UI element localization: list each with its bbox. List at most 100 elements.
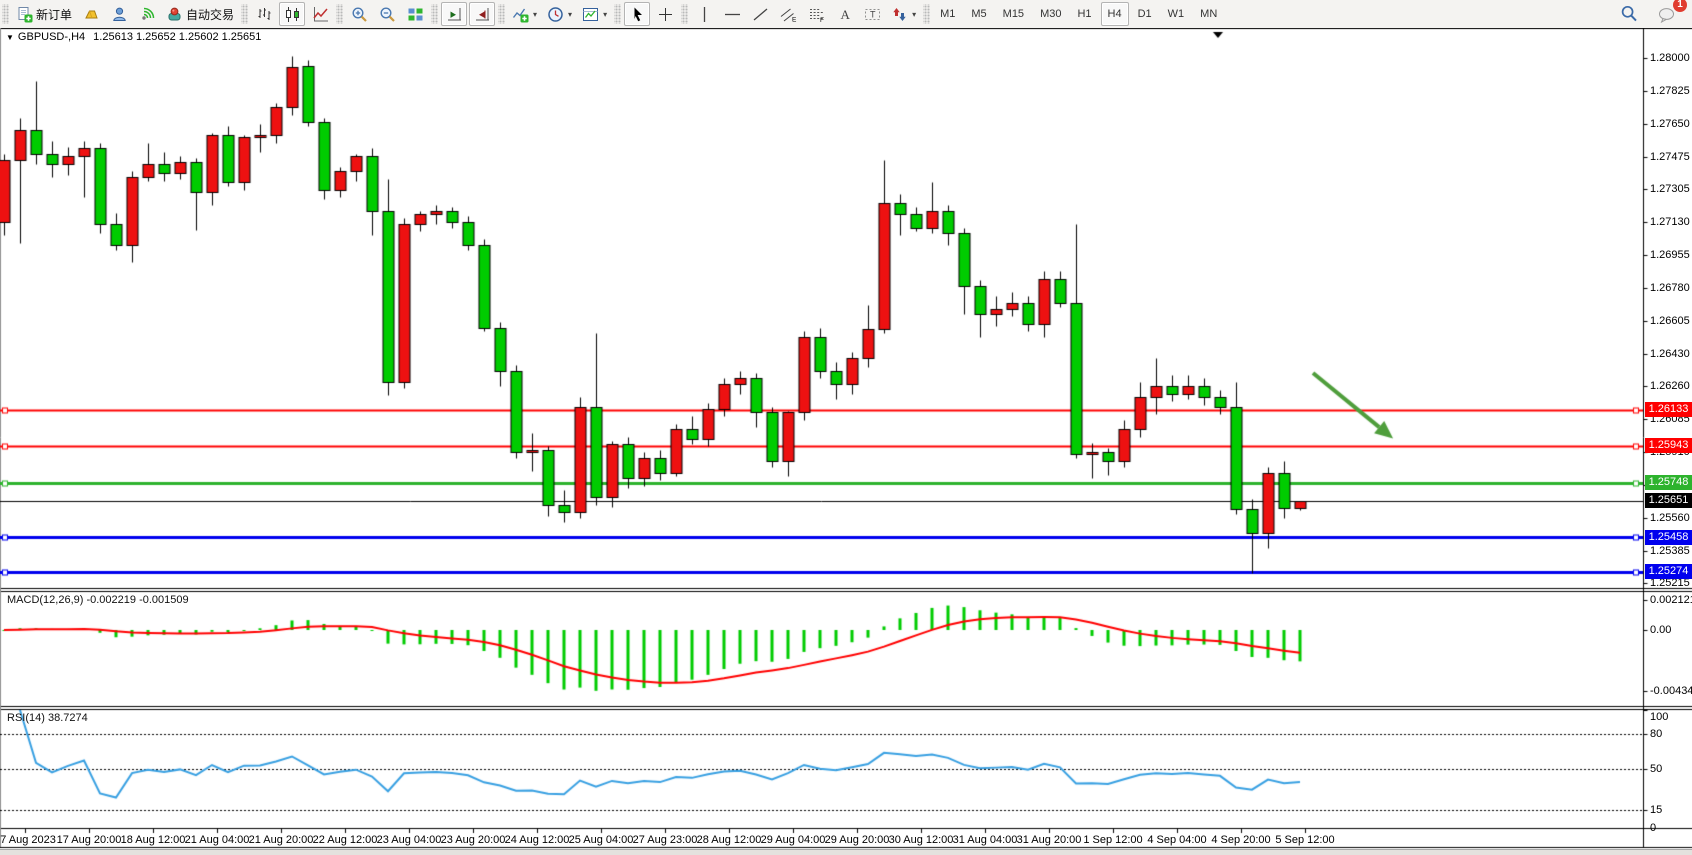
scroll-end-icon — [446, 6, 463, 23]
chevron-down-icon: ▾ — [603, 9, 608, 19]
macd-tick-label: -0.004348 — [1650, 684, 1692, 697]
price-tick-label: 1.25215 — [1650, 577, 1690, 589]
price-level-tag: 1.25458 — [1645, 529, 1692, 545]
zoom-in-icon — [351, 6, 368, 23]
timeframe-label: H4 — [1107, 8, 1122, 20]
market-depth-button[interactable] — [78, 2, 104, 26]
candlestick-chart-button[interactable] — [279, 2, 306, 26]
templates-button[interactable]: ▾ — [578, 2, 611, 26]
label-icon: T — [864, 6, 881, 23]
price-tick-label: 1.27130 — [1650, 216, 1690, 228]
crosshair-icon — [657, 6, 674, 23]
toolbar-group-grip — [336, 4, 344, 24]
channel-icon: E — [780, 6, 797, 23]
timeframe-h1-button[interactable]: H1 — [1070, 2, 1098, 26]
new-order-icon — [16, 6, 33, 23]
price-tick-label: 1.26430 — [1650, 347, 1690, 360]
search-button[interactable] — [1615, 2, 1643, 26]
time-axis-label: 31 Aug 04:00 — [952, 834, 1018, 846]
chart-title: ▼ GBPUSD-,H4 1.25613 1.25652 1.25602 1.256… — [6, 31, 261, 43]
fibo-icon: F — [808, 6, 825, 23]
rsi-indicator-label: RSI(14) 38.7274 — [7, 712, 88, 724]
notification-badge: 1 — [1673, 0, 1687, 12]
chart-window[interactable]: ▼ GBPUSD-,H4 1.25613 1.25652 1.25602 1.256… — [0, 28, 1692, 855]
line-chart-button[interactable] — [307, 2, 333, 26]
timeframe-label: M1 — [940, 8, 956, 20]
arrows-button[interactable]: ▾ — [887, 2, 920, 26]
chevron-down-icon: ▾ — [912, 9, 917, 19]
toolbar-group-grip — [923, 4, 931, 24]
symbol-period-label: GBPUSD-,H4 — [17, 31, 86, 43]
vertical-line-button[interactable] — [691, 2, 717, 26]
cursor-button[interactable] — [624, 2, 651, 26]
rsi-tick-label: 80 — [1650, 727, 1663, 740]
fibonacci-button[interactable]: F — [803, 2, 829, 26]
timeframe-label: D1 — [1137, 8, 1152, 20]
periods-button[interactable]: ▾ — [543, 2, 576, 26]
timeframe-m15-button[interactable]: M15 — [996, 2, 1031, 26]
text-button[interactable]: A — [831, 2, 857, 26]
crosshair-button[interactable] — [652, 2, 678, 26]
time-axis-label: 21 Aug 20:00 — [248, 834, 314, 846]
profile-icon — [111, 6, 128, 23]
chart-canvas[interactable] — [0, 28, 1692, 855]
price-tick-label: 1.25385 — [1650, 544, 1690, 557]
price-tick-label: 1.26955 — [1650, 248, 1690, 261]
timeframe-m1-button[interactable]: M1 — [933, 2, 962, 26]
time-axis-label: 29 Aug 04:00 — [760, 834, 826, 846]
toolbar-group-grip — [681, 4, 689, 24]
price-tick-label: 1.26260 — [1650, 380, 1690, 392]
shapes-icon — [891, 6, 908, 23]
tile-icon — [407, 6, 424, 23]
chart-shift-button[interactable] — [469, 2, 496, 26]
timeframe-m30-button[interactable]: M30 — [1033, 2, 1068, 26]
tile-windows-button[interactable] — [402, 2, 428, 26]
text-label-button[interactable]: T — [859, 2, 885, 26]
auto-scroll-button[interactable] — [441, 2, 468, 26]
cursor-icon — [629, 6, 646, 23]
timeframe-d1-button[interactable]: D1 — [1131, 2, 1159, 26]
time-axis-label: 25 Aug 04:00 — [568, 834, 634, 846]
timeframe-w1-button[interactable]: W1 — [1161, 2, 1192, 26]
bottom-strip — [0, 849, 1692, 855]
equidistant-channel-button[interactable]: E — [775, 2, 801, 26]
trendline-button[interactable] — [747, 2, 773, 26]
search-icon — [1619, 4, 1639, 24]
rsi-tick-label: 0 — [1650, 822, 1657, 834]
time-axis-label: 17 Aug 2023 — [0, 834, 56, 846]
autotrading-button[interactable]: 自动交易 — [162, 2, 238, 26]
chevron-down-icon: ▾ — [568, 9, 573, 19]
price-tick-label: 1.27825 — [1650, 84, 1690, 97]
price-tick-label: 1.27475 — [1650, 150, 1690, 163]
chevron-down-icon: ▾ — [533, 9, 538, 19]
signals-button[interactable] — [134, 2, 160, 26]
new-order-button[interactable]: 新订单 — [12, 2, 76, 26]
price-level-tag: 1.25943 — [1645, 438, 1692, 454]
indicators-button[interactable]: ▾ — [508, 2, 541, 26]
toolbar-group-grip — [614, 4, 622, 24]
time-axis-label: 31 Aug 20:00 — [1016, 834, 1082, 846]
bar-chart-button[interactable] — [251, 2, 277, 26]
timeframe-label: M15 — [1002, 8, 1025, 20]
price-level-tag: 1.26133 — [1645, 402, 1692, 418]
rsi-tick-label: 15 — [1650, 804, 1663, 817]
profiles-button[interactable] — [106, 2, 132, 26]
time-axis-label: 4 Sep 20:00 — [1211, 834, 1271, 846]
gold-icon — [83, 6, 100, 23]
timeframe-m5-button[interactable]: M5 — [964, 2, 993, 26]
time-axis-label: 29 Aug 20:00 — [824, 834, 890, 846]
zoom-out-icon — [379, 6, 396, 23]
time-axis-label: 23 Aug 04:00 — [376, 834, 442, 846]
timeframe-h4-button[interactable]: H4 — [1100, 2, 1129, 26]
timeframe-mn-button[interactable]: MN — [1193, 2, 1224, 26]
button-label: 自动交易 — [186, 7, 235, 22]
template-icon — [582, 6, 599, 23]
toolbar-group-grip — [241, 4, 249, 24]
notifications-button[interactable]: 1 — [1653, 0, 1687, 26]
zoom-in-button[interactable] — [346, 2, 372, 26]
price-tick-label: 1.25560 — [1650, 511, 1690, 524]
toolbar-group-grip — [431, 4, 439, 24]
zoom-out-button[interactable] — [374, 2, 400, 26]
candles-icon — [284, 6, 301, 23]
horizontal-line-button[interactable] — [719, 2, 745, 26]
